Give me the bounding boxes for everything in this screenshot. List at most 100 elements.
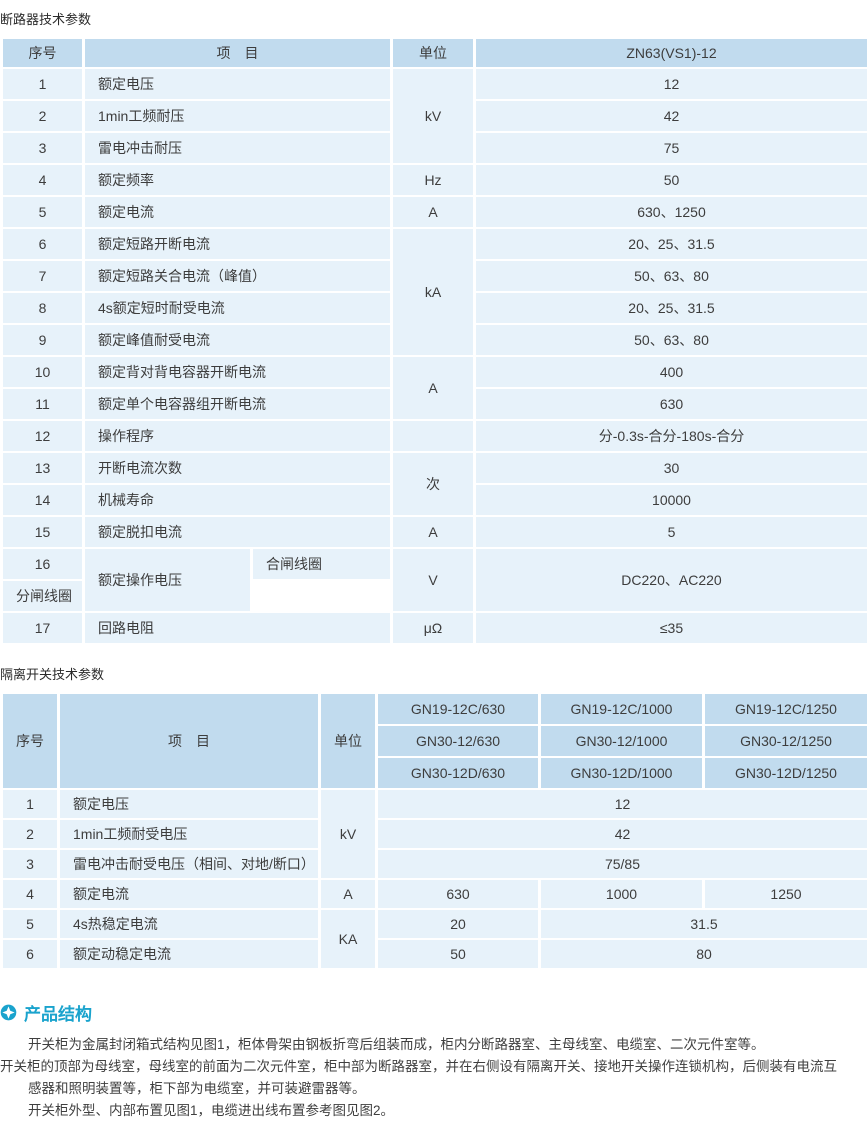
unit-cell: kV (392, 68, 475, 164)
item-cell: 额定短路开断电流 (84, 228, 392, 260)
value-cell: 10000 (475, 484, 867, 516)
unit-cell: A (392, 196, 475, 228)
unit-cell (392, 420, 475, 452)
unit-cell: KA (320, 909, 377, 969)
product-structure-heading-text: 产品结构 (24, 1000, 92, 1025)
row-number-cell: 16 (2, 548, 84, 580)
value-cell: ≤35 (475, 612, 867, 644)
subitem-cell: 合闸线圈 (252, 548, 392, 580)
item-cell: 1min工频耐受电压 (59, 819, 320, 849)
value-cell: 42 (377, 819, 867, 849)
header-cell-unit: 单位 (392, 38, 475, 68)
value-cell: 分-0.3s-合分-180s-合分 (475, 420, 867, 452)
model-header-cell: GN30-12/630 (377, 725, 540, 757)
value-cell: 1250 (704, 879, 867, 909)
value-cell: 5 (475, 516, 867, 548)
item-cell: 额定脱扣电流 (84, 516, 392, 548)
value-cell: 50 (475, 164, 867, 196)
value-cell: 12 (475, 68, 867, 100)
row-number-cell: 12 (2, 420, 84, 452)
header-cell-unit: 单位 (320, 693, 377, 789)
row-number-cell: 4 (2, 879, 59, 909)
item-cell: 额定短路关合电流（峰值） (84, 260, 392, 292)
unit-cell: Hz (392, 164, 475, 196)
item-cell: 额定背对背电容器开断电流 (84, 356, 392, 388)
row-number-cell: 13 (2, 452, 84, 484)
unit-cell: A (320, 879, 377, 909)
item-cell: 机械寿命 (84, 484, 392, 516)
item-cell: 额定电流 (84, 196, 392, 228)
item-cell: 回路电阻 (84, 612, 392, 644)
disconnector-table-title: 隔离开关技术参数 (0, 664, 867, 683)
row-number-cell: 5 (2, 196, 84, 228)
model-header-cell: GN30-12D/1000 (540, 757, 704, 789)
item-cell: 雷电冲击耐受电压（相间、对地/断口） (59, 849, 320, 879)
model-header-cell: GN19-12C/1000 (540, 693, 704, 725)
row-number-cell: 6 (2, 228, 84, 260)
item-cell: 开断电流次数 (84, 452, 392, 484)
model-header-cell: GN19-12C/1250 (704, 693, 867, 725)
unit-cell: A (392, 356, 475, 420)
model-header-cell: GN30-12D/630 (377, 757, 540, 789)
row-number-cell: 11 (2, 388, 84, 420)
header-cell-item: 项 目 (84, 38, 392, 68)
row-number-cell: 3 (2, 132, 84, 164)
breaker-table-title: 断路器技术参数 (0, 9, 867, 28)
value-cell: 80 (540, 939, 867, 969)
item-cell: 操作程序 (84, 420, 392, 452)
item-cell: 额定单个电容器组开断电流 (84, 388, 392, 420)
value-cell: 12 (377, 789, 867, 819)
row-number-cell: 14 (2, 484, 84, 516)
product-structure-line: 开关柜的顶部为母线室，母线室的前面为二次元件室，柜中部为断路器室，并在右侧设有隔… (0, 1056, 867, 1078)
unit-cell: kA (392, 228, 475, 356)
value-cell: 75 (475, 132, 867, 164)
row-number-cell: 10 (2, 356, 84, 388)
value-cell: 30 (475, 452, 867, 484)
product-structure-line: 开关柜为金属封闭箱式结构见图1，柜体骨架由钢板折弯后组装而成，柜内分断路器室、主… (0, 1034, 867, 1056)
unit-cell: 次 (392, 452, 475, 516)
star-circle-icon (0, 1004, 17, 1021)
unit-cell: kV (320, 789, 377, 879)
header-cell-item: 项 目 (59, 693, 320, 789)
product-structure-line: 开关柜外型、内部布置见图1，电缆进出线布置参考图见图2。 (0, 1100, 867, 1122)
row-number-cell: 1 (2, 789, 59, 819)
item-cell: 额定动稳定电流 (59, 939, 320, 969)
value-cell: 75/85 (377, 849, 867, 879)
row-number-cell: 1 (2, 68, 84, 100)
value-cell: 630、1250 (475, 196, 867, 228)
value-cell: 50、63、80 (475, 260, 867, 292)
header-cell-no: 序号 (2, 693, 59, 789)
row-number-cell: 2 (2, 100, 84, 132)
value-cell: 50 (377, 939, 540, 969)
row-number-cell: 2 (2, 819, 59, 849)
item-cell: 额定操作电压 (84, 548, 252, 612)
model-header-cell: GN19-12C/630 (377, 693, 540, 725)
model-header-cell: GN30-12/1000 (540, 725, 704, 757)
item-cell: 雷电冲击耐压 (84, 132, 392, 164)
row-number-cell: 4 (2, 164, 84, 196)
value-cell: 630 (475, 388, 867, 420)
product-structure-text: 开关柜为金属封闭箱式结构见图1，柜体骨架由钢板折弯后组装而成，柜内分断路器室、主… (0, 1034, 867, 1122)
model-header-cell: GN30-12D/1250 (704, 757, 867, 789)
header-cell-model: ZN63(VS1)-12 (475, 38, 867, 68)
item-cell: 1min工频耐压 (84, 100, 392, 132)
item-cell: 额定频率 (84, 164, 392, 196)
value-cell: 20、25、31.5 (475, 228, 867, 260)
row-number-cell: 17 (2, 612, 84, 644)
value-cell: 50、63、80 (475, 324, 867, 356)
row-number-cell: 6 (2, 939, 59, 969)
value-cell: DC220、AC220 (475, 548, 867, 612)
header-cell-no: 序号 (2, 38, 84, 68)
value-cell: 20 (377, 909, 540, 939)
